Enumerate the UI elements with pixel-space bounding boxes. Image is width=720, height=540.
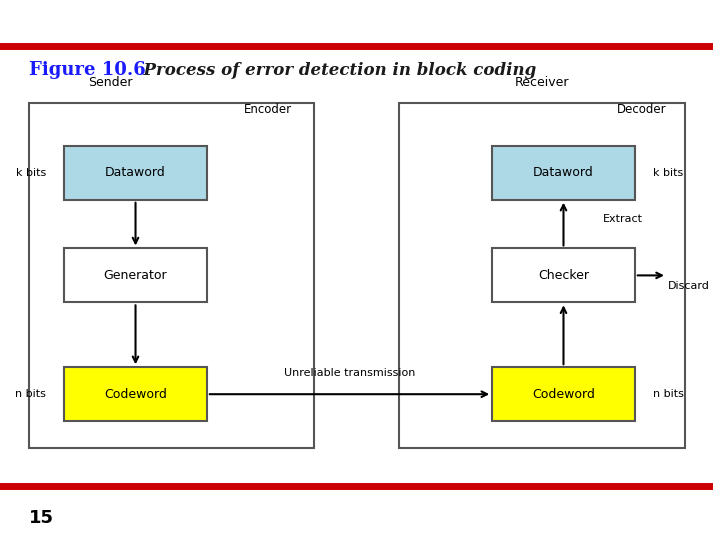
Text: Generator: Generator — [104, 269, 167, 282]
Text: Codeword: Codeword — [104, 388, 167, 401]
Text: Dataword: Dataword — [533, 166, 594, 179]
Text: Sender: Sender — [89, 76, 132, 90]
FancyBboxPatch shape — [64, 248, 207, 302]
FancyBboxPatch shape — [492, 146, 635, 200]
Text: 15: 15 — [29, 509, 53, 528]
FancyBboxPatch shape — [64, 146, 207, 200]
Text: k bits: k bits — [16, 168, 46, 178]
FancyBboxPatch shape — [492, 248, 635, 302]
Text: Figure 10.6: Figure 10.6 — [29, 61, 145, 79]
Text: Unreliable transmission: Unreliable transmission — [284, 368, 415, 377]
Text: Process of error detection in block coding: Process of error detection in block codi… — [132, 62, 536, 79]
FancyBboxPatch shape — [400, 103, 685, 448]
FancyBboxPatch shape — [64, 367, 207, 421]
Text: Codeword: Codeword — [532, 388, 595, 401]
Text: k bits: k bits — [652, 168, 683, 178]
Text: Receiver: Receiver — [515, 76, 570, 90]
Text: Encoder: Encoder — [244, 103, 292, 117]
Text: n bits: n bits — [652, 389, 683, 399]
Text: Decoder: Decoder — [617, 103, 667, 117]
Text: n bits: n bits — [16, 389, 46, 399]
Text: Checker: Checker — [538, 269, 589, 282]
Text: Dataword: Dataword — [105, 166, 166, 179]
FancyBboxPatch shape — [492, 367, 635, 421]
FancyBboxPatch shape — [29, 103, 314, 448]
Text: Discard: Discard — [668, 281, 710, 291]
Text: Extract: Extract — [603, 214, 643, 224]
